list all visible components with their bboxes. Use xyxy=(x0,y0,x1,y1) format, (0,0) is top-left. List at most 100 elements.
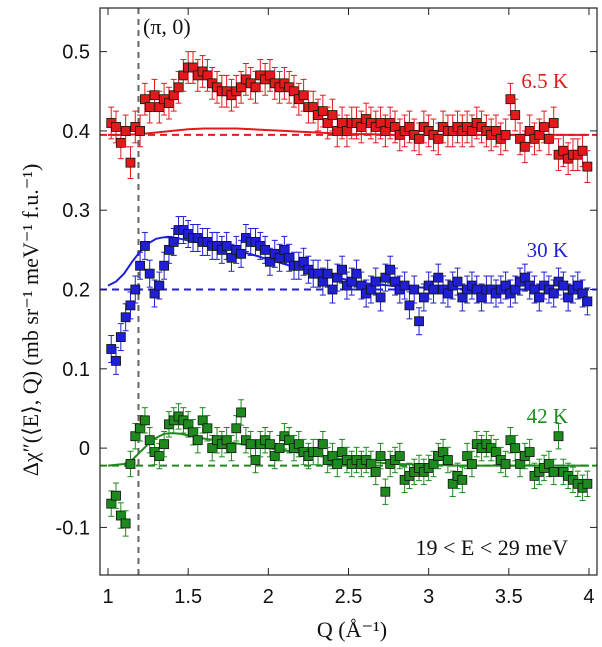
data-point xyxy=(154,280,165,291)
data-point xyxy=(452,276,463,287)
data-point xyxy=(428,284,439,295)
data-point xyxy=(433,133,444,144)
data-point xyxy=(159,439,170,450)
data-point xyxy=(409,284,420,295)
energy-range-label: 19 < E < 29 meV xyxy=(415,535,568,560)
data-point xyxy=(442,455,453,465)
y-tick-label: 0.2 xyxy=(62,280,90,302)
data-point xyxy=(539,122,549,132)
data-point xyxy=(226,443,237,454)
data-point xyxy=(202,423,213,434)
data-point xyxy=(144,435,155,446)
data-point xyxy=(135,126,145,136)
data-point xyxy=(125,157,136,168)
data-point xyxy=(120,518,131,529)
data-point xyxy=(317,439,328,450)
data-point xyxy=(154,451,165,461)
data-point xyxy=(385,264,396,275)
data-point xyxy=(130,284,141,295)
data-point xyxy=(106,344,117,354)
x-axis-label: Q (Å⁻¹) xyxy=(317,617,387,642)
x-tick-label: 4 xyxy=(583,586,594,608)
data-point xyxy=(317,106,328,116)
series-label-42k: 42 K xyxy=(527,404,568,428)
axes: 1 1.5 2 2.5 3 3.5 4 -0.1 0 0.1 0.2 0.3 0.4 0.5 xyxy=(56,7,598,608)
data-point xyxy=(582,478,593,489)
data-point xyxy=(120,126,131,136)
data-point xyxy=(250,82,261,93)
data-point xyxy=(404,300,415,311)
data-point xyxy=(120,312,131,323)
data-point xyxy=(524,447,535,457)
data-point xyxy=(260,244,271,255)
data-point xyxy=(582,161,593,172)
data-point xyxy=(510,443,521,454)
data-point xyxy=(332,459,343,469)
data-point xyxy=(418,292,429,303)
series-label-6-5k: 6.5 K xyxy=(521,69,568,93)
data-point xyxy=(135,260,145,271)
data-point xyxy=(125,300,136,311)
data-point xyxy=(380,486,391,497)
data-point xyxy=(375,292,386,303)
data-point xyxy=(457,474,468,485)
series-2 xyxy=(100,399,597,537)
y-tick-label: 0.5 xyxy=(62,42,90,64)
data-point xyxy=(192,435,203,446)
data-point xyxy=(111,490,121,501)
data-point xyxy=(414,316,424,327)
data-point xyxy=(337,264,347,275)
data-point xyxy=(144,268,155,279)
data-point xyxy=(159,260,170,271)
y-tick-label: 0.4 xyxy=(62,121,90,143)
data-point xyxy=(173,82,184,93)
data-point xyxy=(221,241,232,251)
y-tick-label: 0.1 xyxy=(62,359,90,381)
data-point xyxy=(327,284,338,295)
data-point xyxy=(500,129,511,140)
data-point xyxy=(370,467,381,477)
y-axis-label: Δχ″(⟨E⟩, Q) (mb sr⁻¹ meV⁻¹ f.u.⁻¹) xyxy=(18,164,43,477)
data-point xyxy=(548,288,559,299)
x-tick-label: 1 xyxy=(102,586,113,608)
data-point xyxy=(298,90,309,101)
data-point xyxy=(500,459,511,469)
data-point xyxy=(394,451,405,461)
vline-label: (π, 0) xyxy=(143,14,191,39)
x-tick-label: 3.5 xyxy=(495,586,523,608)
data-point xyxy=(236,248,246,259)
plot-area xyxy=(100,8,597,575)
data-point xyxy=(250,455,261,465)
data-point xyxy=(510,110,521,120)
data-point xyxy=(375,451,386,461)
data-point xyxy=(125,459,136,469)
x-tick-label: 3 xyxy=(423,586,434,608)
x-tick-label: 1.5 xyxy=(174,586,202,608)
data-point xyxy=(111,355,121,366)
series-1 xyxy=(100,216,597,375)
data-point xyxy=(168,237,179,247)
data-point xyxy=(115,332,126,342)
y-tick-label: 0 xyxy=(79,438,90,460)
data-point xyxy=(433,272,444,283)
x-tick-label: 2.5 xyxy=(335,586,363,608)
data-point xyxy=(231,423,242,434)
data-point xyxy=(236,407,246,418)
data-point xyxy=(399,280,410,291)
data-point xyxy=(115,137,126,148)
data-point xyxy=(245,439,256,450)
data-point xyxy=(149,90,160,101)
data-point xyxy=(351,268,362,279)
data-point xyxy=(414,133,424,144)
data-point xyxy=(274,443,285,454)
data-point xyxy=(558,280,569,291)
data-point xyxy=(144,102,155,113)
data-point xyxy=(582,296,593,307)
data-point xyxy=(467,459,477,469)
data-point xyxy=(139,241,150,251)
data-point xyxy=(534,292,545,303)
y-tick-label: -0.1 xyxy=(56,517,90,539)
series-0 xyxy=(100,51,597,183)
data-point xyxy=(548,118,559,128)
